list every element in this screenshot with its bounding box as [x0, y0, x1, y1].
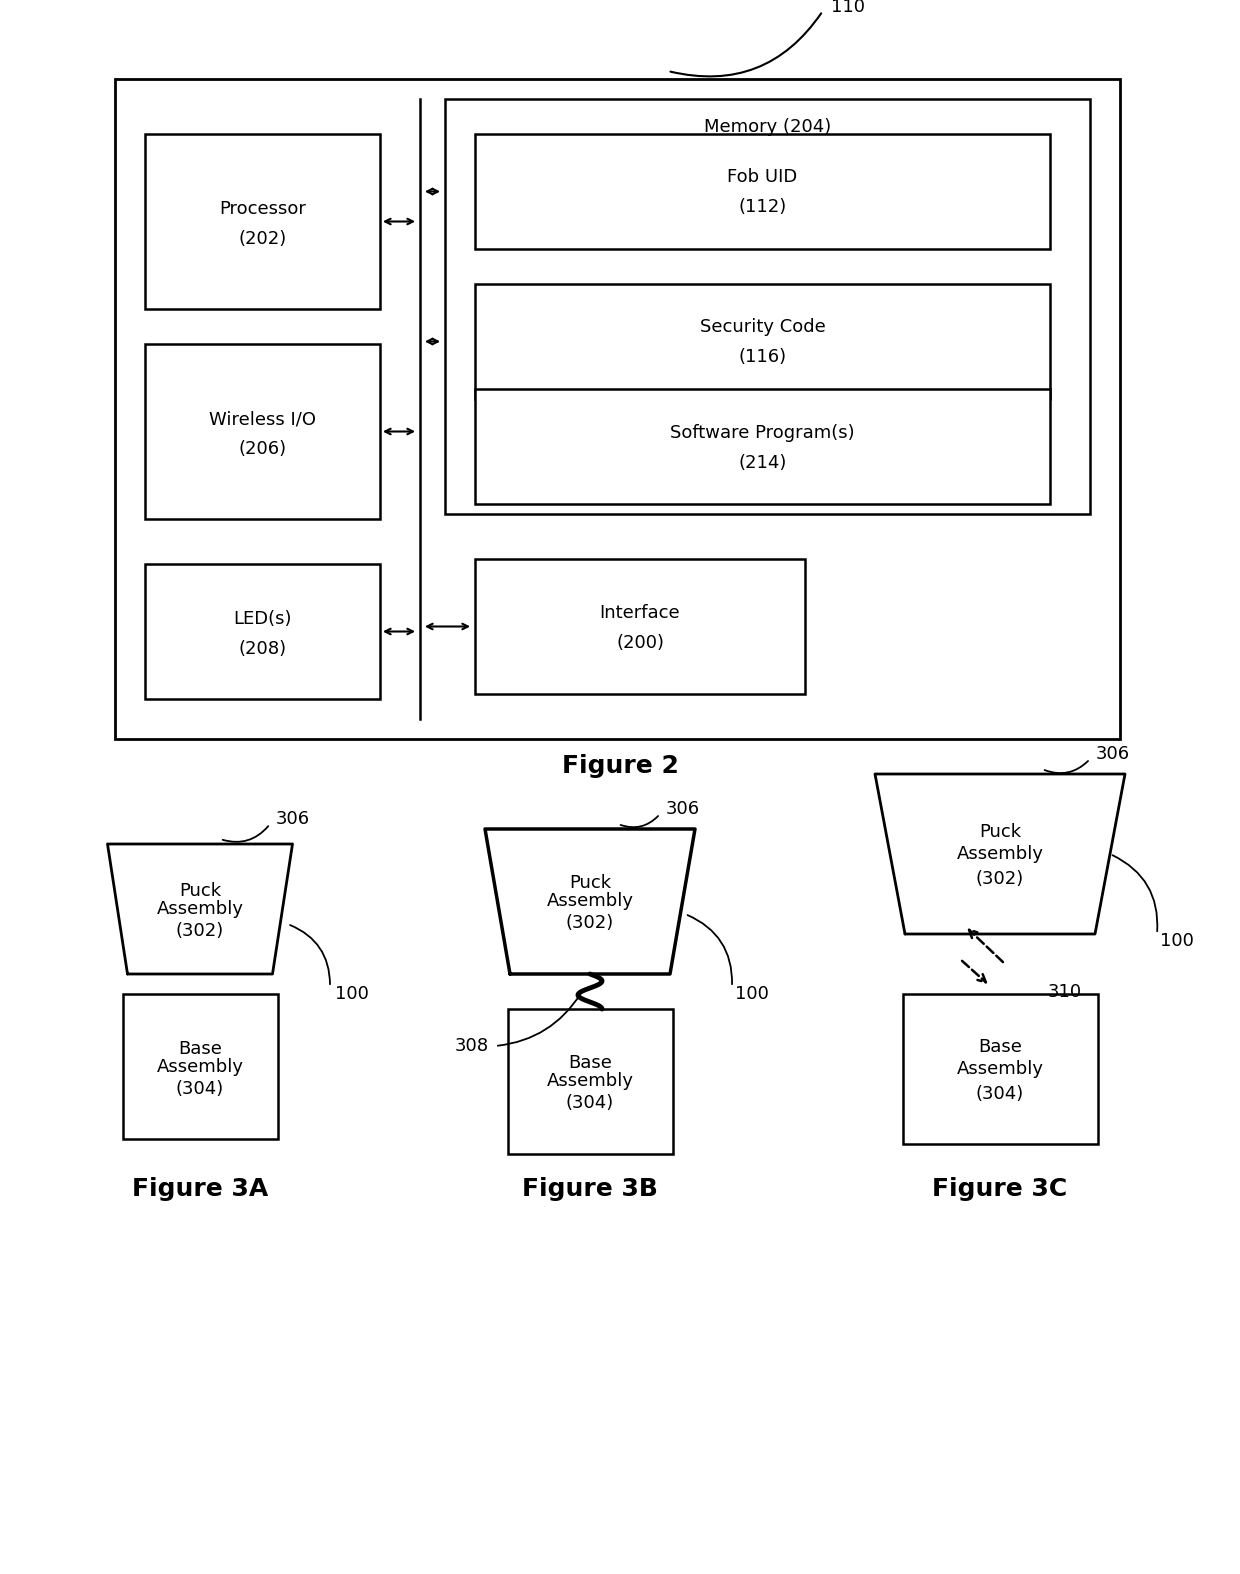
Text: Assembly: Assembly	[547, 1072, 634, 1091]
Text: Base: Base	[179, 1039, 222, 1058]
Text: (304): (304)	[176, 1080, 224, 1097]
Bar	[115, 79, 1120, 740]
Bar	[475, 134, 1050, 249]
Bar	[145, 563, 379, 699]
Text: (206): (206)	[238, 441, 286, 458]
Text: Puck: Puck	[569, 875, 611, 892]
Text: Assembly: Assembly	[156, 1058, 243, 1075]
Text: (302): (302)	[976, 870, 1024, 888]
Text: Processor: Processor	[219, 200, 306, 219]
Text: 308: 308	[455, 1037, 489, 1055]
Text: (214): (214)	[738, 453, 786, 472]
Text: (304): (304)	[565, 1094, 614, 1113]
Text: LED(s): LED(s)	[233, 611, 291, 628]
Text: (112): (112)	[738, 198, 786, 217]
Text: Wireless I/O: Wireless I/O	[210, 411, 316, 428]
Text: Software Program(s): Software Program(s)	[670, 423, 854, 441]
Bar	[123, 995, 278, 1140]
Text: 110: 110	[831, 0, 864, 16]
Bar	[475, 559, 805, 694]
Text: (208): (208)	[238, 641, 286, 658]
Bar	[903, 995, 1097, 1144]
Text: Figure 2: Figure 2	[562, 754, 678, 778]
Text: Puck: Puck	[978, 823, 1021, 841]
Text: 100: 100	[735, 985, 769, 1003]
Text: (302): (302)	[176, 922, 224, 940]
Text: Figure 3C: Figure 3C	[932, 1177, 1068, 1201]
Text: 100: 100	[1161, 932, 1194, 951]
Text: (116): (116)	[739, 348, 786, 367]
Bar	[475, 283, 1050, 398]
Text: Assembly: Assembly	[956, 1059, 1044, 1078]
Text: (304): (304)	[976, 1084, 1024, 1103]
Text: Interface: Interface	[600, 603, 681, 622]
Text: 310: 310	[1048, 984, 1083, 1001]
Bar	[445, 99, 1090, 515]
Text: Base: Base	[978, 1037, 1022, 1056]
Text: Memory (204): Memory (204)	[704, 118, 831, 135]
Text: Security Code: Security Code	[699, 318, 826, 337]
Bar	[475, 389, 1050, 504]
Bar	[145, 134, 379, 309]
Text: (200): (200)	[616, 633, 663, 652]
Bar	[507, 1009, 672, 1154]
Text: Assembly: Assembly	[547, 892, 634, 910]
Text: 306: 306	[666, 800, 701, 818]
Text: Figure 3A: Figure 3A	[131, 1177, 268, 1201]
Text: 306: 306	[1096, 745, 1130, 763]
Text: Puck: Puck	[179, 881, 221, 900]
Text: 100: 100	[335, 985, 370, 1003]
Bar	[145, 345, 379, 519]
Text: Figure 3B: Figure 3B	[522, 1177, 658, 1201]
Text: Base: Base	[568, 1055, 611, 1072]
Text: 306: 306	[277, 811, 310, 828]
Text: (302): (302)	[565, 914, 614, 932]
Text: Assembly: Assembly	[956, 845, 1044, 863]
Text: Fob UID: Fob UID	[728, 168, 797, 186]
Text: Assembly: Assembly	[156, 900, 243, 918]
Text: (202): (202)	[238, 230, 286, 249]
